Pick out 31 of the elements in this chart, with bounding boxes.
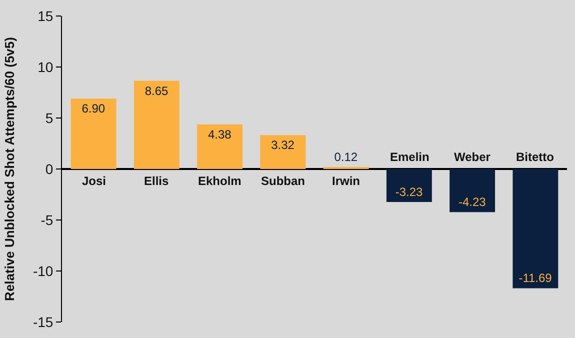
y-tick-label: 10 xyxy=(38,58,54,75)
y-tick-label: 0 xyxy=(45,160,54,177)
y-tick-label: -10 xyxy=(32,262,54,279)
x-tick-label: Ekholm xyxy=(198,174,242,188)
x-tick-label: Subban xyxy=(261,174,305,188)
y-axis-title: Relative Unblocked Shot Attempts/60 (5v5) xyxy=(2,37,17,301)
bar xyxy=(70,98,116,169)
data-label: 8.65 xyxy=(144,84,169,98)
data-label: -4.23 xyxy=(458,195,486,210)
data-label: 4.38 xyxy=(208,127,232,142)
y-tick-label: -15 xyxy=(32,314,54,330)
data-label: -3.23 xyxy=(395,184,424,199)
y-tick-label: -5 xyxy=(40,212,54,228)
x-tick-label: Irwin xyxy=(332,174,360,188)
x-tick-label: Ellis xyxy=(144,174,170,188)
bar xyxy=(386,169,432,202)
x-tick-label: Emelin xyxy=(390,150,430,164)
y-tick-label: 5 xyxy=(45,110,54,126)
data-label: -11.69 xyxy=(518,271,552,286)
x-tick-label: Bitetto xyxy=(516,150,554,164)
bar xyxy=(260,135,306,169)
x-tick-label: Josi xyxy=(82,174,106,188)
data-label: 6.90 xyxy=(82,102,106,116)
x-tick-label: Weber xyxy=(454,150,491,164)
bar xyxy=(197,124,243,169)
data-label: 0.12 xyxy=(334,150,358,164)
bar xyxy=(450,169,496,212)
data-label: 3.32 xyxy=(271,138,295,152)
bar xyxy=(134,80,180,169)
y-tick-label: 15 xyxy=(38,8,54,24)
bar xyxy=(512,169,558,288)
